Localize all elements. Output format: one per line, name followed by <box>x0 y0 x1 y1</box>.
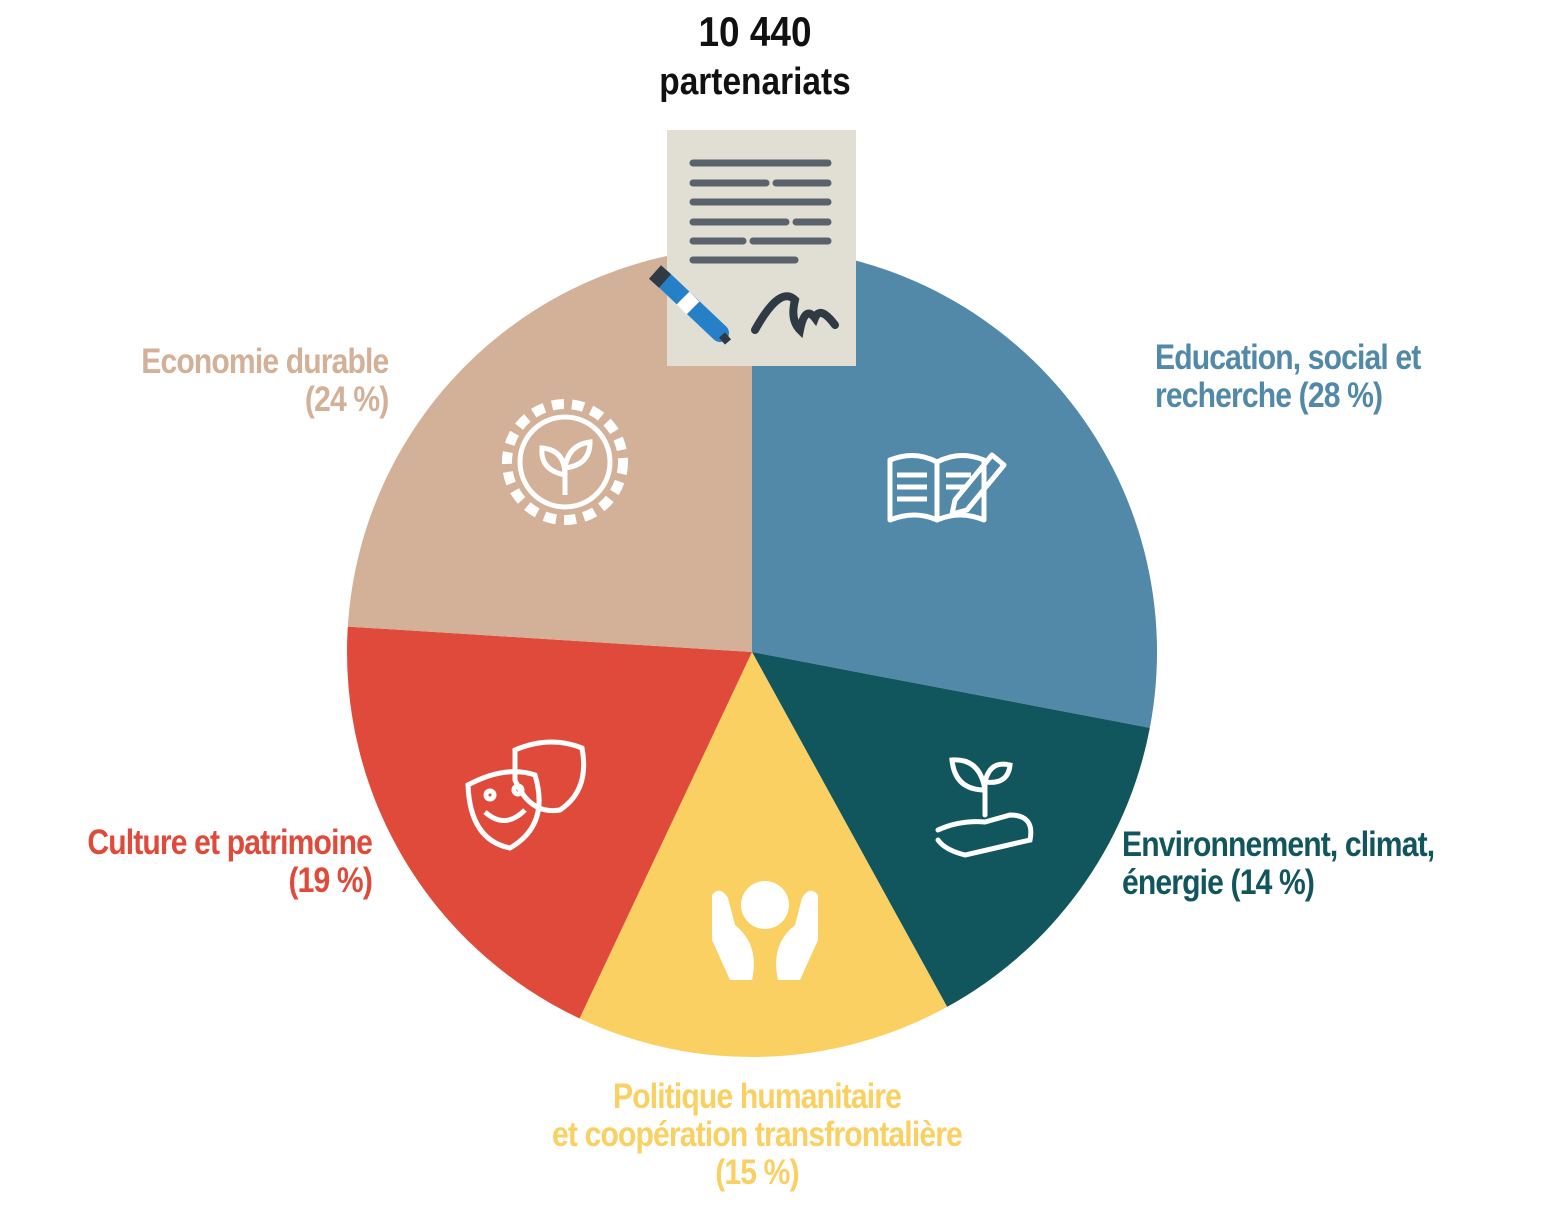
hand-plant-icon <box>935 757 1034 858</box>
pen-icon <box>648 265 732 345</box>
label-line: Environnement, climat, <box>1122 825 1435 864</box>
label-line: Politique humanitaire <box>612 1077 902 1116</box>
label-line: (15 %) <box>715 1153 799 1192</box>
label-line: recherche (28 %) <box>1155 376 1383 415</box>
label-line: et coopération transfrontalière <box>552 1115 963 1154</box>
label-education: Education, social et recherche (28 %) <box>1155 339 1464 415</box>
total-label: partenariats <box>659 61 851 103</box>
label-culture: Culture et patrimoine (19 %) <box>41 823 373 900</box>
total-count: 10 440 <box>698 8 812 55</box>
pie-slice-2 <box>579 652 948 1057</box>
label-line: Education, social et <box>1155 338 1421 377</box>
label-line: Culture et patrimoine <box>87 823 373 862</box>
pie-slice-1 <box>752 652 1150 1007</box>
pie-slice-3 <box>346 626 752 1019</box>
label-line: Economie durable <box>140 342 389 381</box>
label-line: (24 %) <box>304 380 388 419</box>
gear-plant-icon <box>502 399 628 525</box>
chart-title: 10 440 partenariats <box>555 8 955 108</box>
label-line: (19 %) <box>288 861 372 900</box>
hands-person-icon <box>712 881 818 980</box>
theater-masks-icon <box>465 739 587 851</box>
label-environnement: Environnement, climat, énergie (14 %) <box>1122 826 1485 902</box>
signed-document-icon <box>648 130 856 366</box>
label-line: énergie (14 %) <box>1122 863 1315 902</box>
label-politique: Politique humanitaire et coopération tra… <box>457 1078 1057 1192</box>
label-economie: Economie durable (24 %) <box>101 342 389 419</box>
book-pencil-icon <box>887 452 1007 523</box>
